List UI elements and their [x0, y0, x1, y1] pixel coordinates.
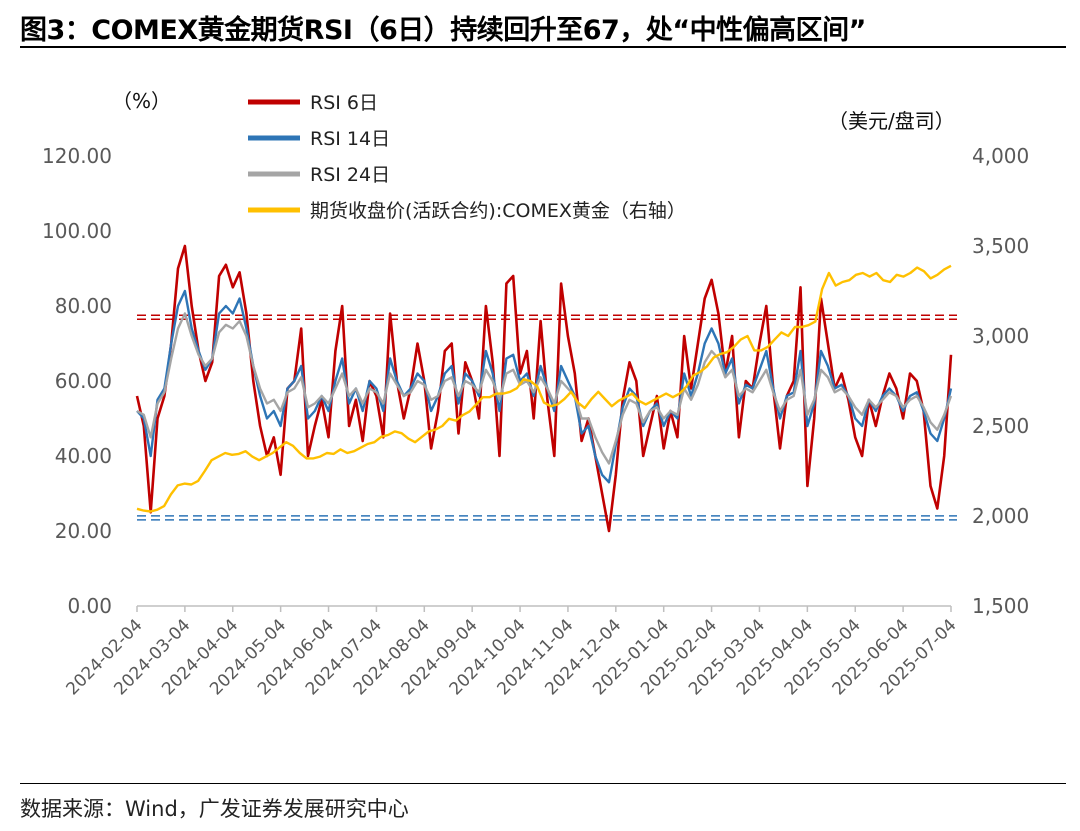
- legend-label: RSI 6日: [310, 92, 378, 114]
- left-axis-unit: （%）: [112, 89, 171, 113]
- chart-title: 图3：COMEX黄金期货RSI（6日）持续回升至67，处“中性偏高区间”: [20, 15, 866, 46]
- source-note: 数据来源：Wind，广发证券发展研究中心: [20, 797, 409, 821]
- y-left-tick-label: 80.00: [55, 294, 112, 318]
- y-right-tick-label: 1,500: [972, 594, 1029, 618]
- legend-label: RSI 14日: [310, 128, 390, 150]
- series-line: [136, 312, 953, 465]
- y-left-tick-label: 100.00: [42, 219, 112, 243]
- y-right-tick-label: 3,000: [972, 324, 1029, 348]
- rsi-gold-chart: 0.00 20.00 40.00 60.00 80.00 100.00 120.00 1,50…: [42, 89, 1029, 699]
- y-right-tick-label: 3,500: [972, 234, 1029, 258]
- y-left-tick-label: 20.00: [55, 519, 112, 543]
- source-rule: [20, 783, 1066, 784]
- title-rule: [20, 46, 1066, 48]
- legend-label: 期货收盘价(活跃合约):COMEX黄金（右轴）: [310, 200, 686, 222]
- series-line: [136, 264, 952, 513]
- y-left-tick-label: 60.00: [55, 369, 112, 393]
- y-left-tick-label: 120.00: [42, 144, 112, 168]
- y-right-tick-label: 4,000: [972, 144, 1029, 168]
- legend-label: RSI 24日: [310, 164, 390, 186]
- y-left-tick-label: 40.00: [55, 444, 112, 468]
- right-axis-unit: （美元/盘司）: [828, 109, 955, 133]
- y-right-tick-label: 2,500: [972, 414, 1029, 438]
- y-right-tick-label: 2,000: [972, 504, 1029, 528]
- y-left-tick-label: 0.00: [67, 594, 112, 618]
